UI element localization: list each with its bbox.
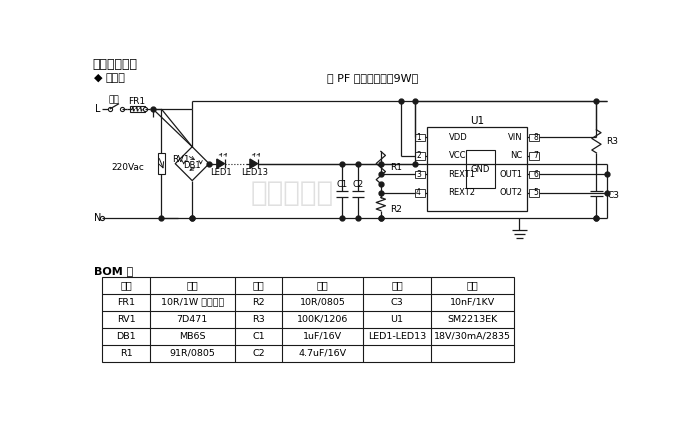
Text: C3: C3 xyxy=(390,298,403,307)
Text: 典型应用方案: 典型应用方案 xyxy=(92,58,137,71)
Text: 7: 7 xyxy=(533,151,538,161)
Text: 4: 4 xyxy=(416,188,421,198)
Text: RV1: RV1 xyxy=(172,155,190,164)
Text: R2: R2 xyxy=(390,205,402,213)
Bar xyxy=(415,134,425,141)
Text: 100K/1206: 100K/1206 xyxy=(297,315,348,324)
Text: MB6S: MB6S xyxy=(179,332,206,341)
Text: GND: GND xyxy=(471,165,490,173)
Text: 位号: 位号 xyxy=(120,280,132,290)
Text: RV1: RV1 xyxy=(117,315,135,324)
Text: 18V/30mA/2835: 18V/30mA/2835 xyxy=(434,332,511,341)
Text: 参数: 参数 xyxy=(186,280,198,290)
Polygon shape xyxy=(250,159,257,168)
Text: NC: NC xyxy=(510,151,522,161)
Bar xyxy=(415,152,425,160)
Text: 2: 2 xyxy=(416,151,421,161)
Text: 位号: 位号 xyxy=(253,280,264,290)
Text: VDD: VDD xyxy=(448,133,467,142)
Text: C3: C3 xyxy=(607,191,619,200)
Text: N: N xyxy=(94,213,101,224)
Text: FR1: FR1 xyxy=(117,298,135,307)
Text: DB1: DB1 xyxy=(116,332,136,341)
Text: L: L xyxy=(95,104,100,114)
Bar xyxy=(427,127,527,211)
Text: BOM 单: BOM 单 xyxy=(94,266,134,276)
Text: R1: R1 xyxy=(120,348,132,358)
Text: C1: C1 xyxy=(252,332,265,341)
Text: 4.7uF/16V: 4.7uF/16V xyxy=(299,348,347,358)
Text: C2: C2 xyxy=(352,180,363,189)
Text: OUT1: OUT1 xyxy=(500,170,522,179)
Text: 参数: 参数 xyxy=(317,280,329,290)
Bar xyxy=(130,106,145,112)
Text: 91R/0805: 91R/0805 xyxy=(170,348,215,358)
Text: VIN: VIN xyxy=(508,133,522,142)
Text: 10R/1W 绕线电阻: 10R/1W 绕线电阻 xyxy=(161,298,224,307)
Text: DB1: DB1 xyxy=(183,161,201,170)
Text: LED1: LED1 xyxy=(210,168,232,176)
Text: 10nF/1KV: 10nF/1KV xyxy=(450,298,495,307)
Text: 220Vac: 220Vac xyxy=(111,163,144,172)
Text: REXT1: REXT1 xyxy=(448,170,475,179)
Text: U1: U1 xyxy=(470,116,484,125)
Text: 钰铭科电子: 钰铭科电子 xyxy=(251,179,334,207)
Bar xyxy=(529,189,540,197)
Text: 1: 1 xyxy=(416,133,421,142)
Text: 参数: 参数 xyxy=(466,280,478,290)
Polygon shape xyxy=(217,159,224,168)
Text: R3: R3 xyxy=(252,315,265,324)
Text: R1: R1 xyxy=(390,163,402,172)
Text: 8: 8 xyxy=(534,133,538,142)
Bar xyxy=(466,150,495,188)
Text: LED1-LED13: LED1-LED13 xyxy=(368,332,426,341)
Text: LED13: LED13 xyxy=(241,168,268,176)
Text: VCC: VCC xyxy=(448,151,466,161)
Text: R2: R2 xyxy=(252,298,265,307)
Text: 1uF/16V: 1uF/16V xyxy=(303,332,343,341)
Bar xyxy=(529,171,540,178)
Bar xyxy=(415,171,425,178)
Text: 3: 3 xyxy=(416,170,421,179)
Text: 高 PF 值调光方案（9W）: 高 PF 值调光方案（9W） xyxy=(327,73,418,83)
Bar xyxy=(529,152,540,160)
Text: C2: C2 xyxy=(252,348,265,358)
Text: 6: 6 xyxy=(533,170,538,179)
Bar xyxy=(158,153,165,174)
Text: 开关: 开关 xyxy=(108,95,119,104)
Text: REXT2: REXT2 xyxy=(448,188,475,198)
Text: C1: C1 xyxy=(337,180,348,189)
Text: 方案一: 方案一 xyxy=(105,73,125,83)
Text: 10R/0805: 10R/0805 xyxy=(300,298,345,307)
Text: 7D471: 7D471 xyxy=(176,315,208,324)
Bar xyxy=(529,134,540,141)
Text: SM2213EK: SM2213EK xyxy=(447,315,498,324)
Text: 5: 5 xyxy=(533,188,538,198)
Text: R3: R3 xyxy=(606,137,618,146)
Text: 位号: 位号 xyxy=(391,280,403,290)
Text: U1: U1 xyxy=(390,315,403,324)
Text: OUT2: OUT2 xyxy=(500,188,522,198)
Bar xyxy=(102,277,514,362)
Text: ◆: ◆ xyxy=(94,73,103,83)
Text: FR1: FR1 xyxy=(128,97,145,106)
Bar xyxy=(415,189,425,197)
